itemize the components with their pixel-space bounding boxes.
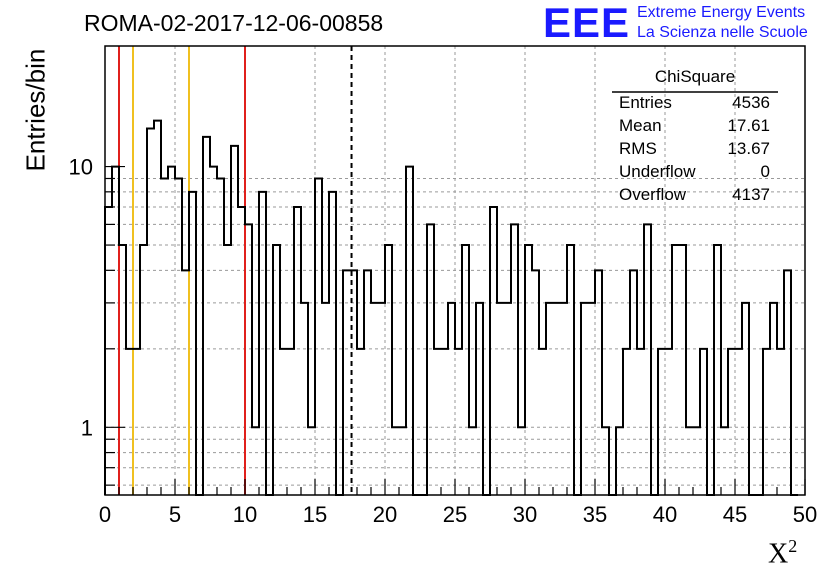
stats-row-value: 17.61 [727, 116, 770, 135]
x-tick-label: 30 [513, 502, 537, 527]
x-tick-label: 50 [793, 502, 817, 527]
eee-logo: EEE [543, 0, 631, 46]
y-tick-label: 1 [81, 415, 93, 440]
x-tick-label: 35 [583, 502, 607, 527]
stats-row-name: Mean [619, 116, 662, 135]
x-tick-label: 15 [303, 502, 327, 527]
axis-tick-labels: 0 5 10 15 20 25 30 35 40 45 50 1 10 [69, 155, 818, 527]
x-tick-label: 45 [723, 502, 747, 527]
chart-title: ROMA-02-2017-12-06-00858 [84, 10, 384, 36]
x-axis-label: X2 [768, 536, 798, 570]
stats-row-name: Entries [619, 93, 672, 112]
stats-row-name: RMS [619, 139, 657, 158]
logo-line-1: Extreme Energy Events [637, 4, 806, 21]
x-tick-label: 10 [233, 502, 257, 527]
stats-row-name: Underflow [619, 162, 696, 181]
stats-row-value: 4137 [732, 185, 770, 204]
stats-row-name: Overflow [619, 185, 687, 204]
histogram-outline [104, 119, 798, 496]
x-tick-label: 25 [443, 502, 467, 527]
x-tick-label: 20 [373, 502, 397, 527]
axis-ticks [104, 165, 806, 495]
y-tick-label: 10 [69, 155, 93, 180]
stats-row-value: 0 [760, 162, 770, 181]
stats-row-value: 13.67 [727, 139, 770, 158]
stats-box-title: ChiSquare [654, 67, 736, 86]
stats-row-value: 4536 [732, 93, 770, 112]
y-axis-label: Entries/bin [20, 48, 51, 172]
x-tick-label: 40 [653, 502, 677, 527]
logo-line-2: La Scienza nelle Scuole [637, 24, 808, 41]
x-tick-label: 0 [99, 502, 111, 527]
x-tick-label: 5 [169, 502, 181, 527]
